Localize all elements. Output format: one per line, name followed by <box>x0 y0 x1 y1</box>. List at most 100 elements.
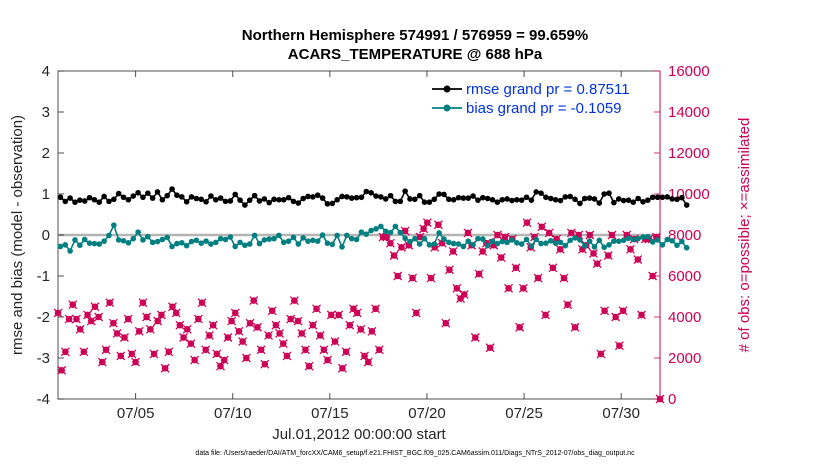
bias-point <box>86 240 93 246</box>
y-right-tick-label: 6000 <box>668 268 701 285</box>
bias-point <box>649 239 656 245</box>
rmse-point <box>203 198 209 205</box>
obs-count-cross <box>57 365 67 375</box>
rmse-point <box>635 195 641 202</box>
y-left-tick-label: -3 <box>37 350 50 367</box>
obs-count-cross <box>448 246 458 256</box>
y-right-axis-label: # of obs: o=possible; ×=assimilated <box>736 118 753 353</box>
bias-point <box>135 229 141 235</box>
bias-point <box>436 230 442 236</box>
rmse-point <box>446 196 452 203</box>
rmse-point <box>217 195 224 201</box>
obs-count-cross <box>422 218 432 228</box>
bias-point <box>81 236 88 243</box>
y-right-tick-label: 4000 <box>668 309 701 326</box>
obs-count-cross <box>323 355 333 365</box>
obs-count-cross <box>227 316 237 326</box>
obs-count-cross <box>193 314 203 324</box>
bias-point <box>324 240 331 246</box>
obs-count-cross <box>142 312 152 322</box>
obs-count-cross <box>260 359 270 369</box>
obs-count-cross <box>312 304 321 314</box>
rmse-point <box>416 192 423 199</box>
rmse-point <box>455 194 462 201</box>
rmse-point <box>295 200 302 206</box>
rmse-point <box>567 193 573 200</box>
obs-count-cross <box>485 343 495 353</box>
rmse-point <box>659 194 666 201</box>
obs-count-cross <box>518 283 528 293</box>
rmse-point <box>358 194 365 201</box>
obs-count-cross <box>186 339 196 349</box>
obs-count-cross <box>356 324 366 334</box>
rmse-point <box>591 196 598 202</box>
obs-count-cross <box>160 363 170 373</box>
rmse-point <box>373 193 379 199</box>
bias-point <box>494 240 501 247</box>
rmse-point <box>412 196 418 203</box>
rmse-point <box>222 198 229 205</box>
bias-point <box>101 238 107 244</box>
obs-count-cross <box>282 351 292 361</box>
obs-count-cross <box>123 314 133 324</box>
bias-point <box>125 239 132 246</box>
bias-point <box>659 242 666 248</box>
y-left-tick-label: -2 <box>37 309 50 326</box>
bias-point <box>300 235 306 241</box>
bias-point <box>72 237 78 243</box>
bias-point <box>596 237 603 244</box>
bias-point <box>679 238 685 245</box>
bias-point <box>528 243 535 249</box>
rmse-point <box>363 188 370 195</box>
rmse-point <box>504 196 510 202</box>
obs-count-cross <box>614 341 624 351</box>
obs-count-cross <box>120 333 129 342</box>
obs-count-cross <box>326 310 336 320</box>
obs-count-cross <box>533 273 543 283</box>
obs-count-cross <box>101 345 111 355</box>
bias-point <box>183 242 190 249</box>
rmse-point <box>319 195 326 201</box>
rmse-point <box>538 190 544 196</box>
bias-point <box>683 244 690 251</box>
bias-point <box>271 235 277 242</box>
bias-point <box>484 242 491 249</box>
bias-point <box>208 241 214 247</box>
rmse-point <box>193 195 200 202</box>
obs-count-cross <box>548 263 558 273</box>
bias-point <box>111 222 117 228</box>
obs-count-cross <box>470 333 480 342</box>
bias-point <box>509 237 515 243</box>
rmse-point <box>72 199 78 205</box>
obs-count-cross <box>463 228 473 238</box>
obs-count-cross <box>278 339 288 349</box>
bias-point <box>67 248 73 254</box>
rmse-point <box>382 196 389 202</box>
rmse-point <box>674 196 680 203</box>
obs-count-cross <box>149 349 159 359</box>
rmse-point <box>188 194 195 200</box>
y-right-tick-label: 16000 <box>668 63 710 80</box>
obs-count-cross <box>559 273 569 283</box>
obs-count-cross <box>79 347 89 357</box>
obs-count-cross <box>201 345 211 355</box>
rmse-point <box>227 198 234 204</box>
obs-count-cross <box>478 246 488 256</box>
rmse-point <box>450 196 457 203</box>
obs-count-cross <box>175 320 185 330</box>
bias-point <box>174 240 180 247</box>
obs-count-cross <box>197 298 207 308</box>
rmse-point <box>611 199 617 206</box>
rmse-point <box>620 197 627 204</box>
obs-count-cross <box>164 347 174 357</box>
obs-count-cross <box>105 298 115 308</box>
obs-count-cross <box>145 324 155 334</box>
obs-count-cross <box>367 326 377 336</box>
obs-count-cross <box>607 230 617 240</box>
rmse-point <box>212 196 219 203</box>
obs-count-cross <box>563 300 573 310</box>
bias-point <box>654 237 661 243</box>
rmse-point <box>581 195 588 202</box>
obs-count-cross <box>286 314 296 324</box>
rmse-point <box>421 199 428 205</box>
